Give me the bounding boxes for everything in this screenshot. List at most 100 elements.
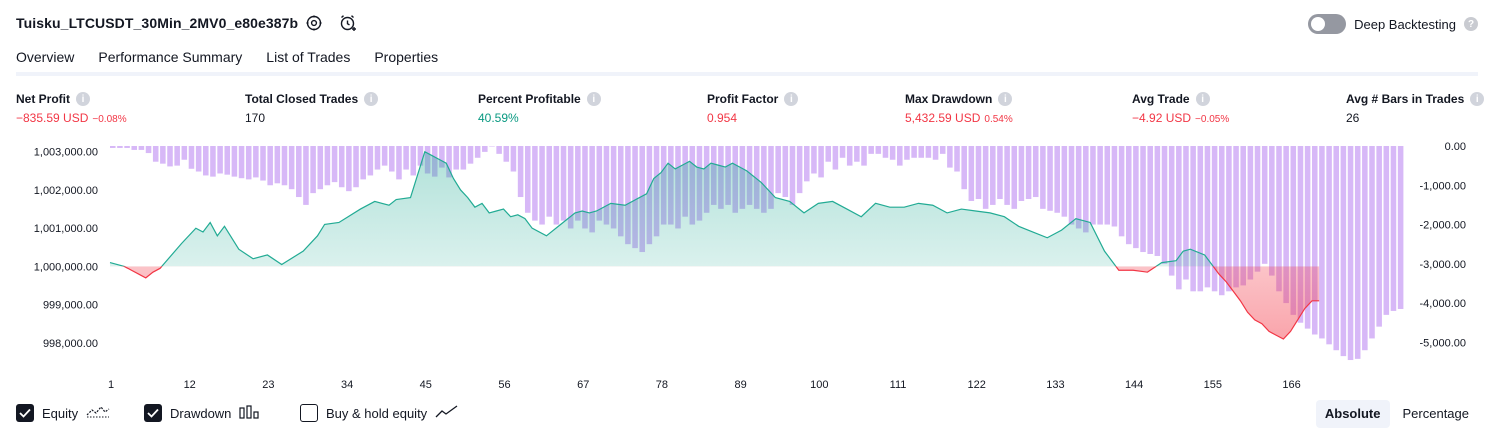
drawdown-bar [846, 146, 853, 166]
drawdown-bar [1054, 146, 1060, 213]
drawdown-bar [839, 146, 846, 158]
drawdown-bar [546, 146, 552, 217]
drawdown-bar [131, 146, 138, 150]
drawdown-bar [1004, 146, 1010, 205]
drawdown-bar [1075, 146, 1082, 229]
legend-buy-hold[interactable]: Buy & hold equity [300, 404, 459, 422]
info-icon[interactable]: i [364, 92, 379, 106]
drawdown-bar [274, 146, 281, 184]
drawdown-bar [939, 146, 946, 154]
drawdown-bar [582, 146, 588, 229]
drawdown-checkbox[interactable] [144, 404, 162, 422]
tab-performance-summary[interactable]: Performance Summary [98, 49, 243, 65]
percentage-button[interactable]: Percentage [1402, 406, 1470, 421]
left-axis-tick-label: 1,003,000.00 [34, 147, 98, 159]
drawdown-bar [1369, 146, 1375, 339]
metric-value: −4.92 USD [1132, 111, 1192, 125]
drawdown-bar [489, 146, 495, 147]
drawdown-bar [1090, 146, 1096, 225]
legend-drawdown[interactable]: Drawdown [144, 404, 261, 422]
drawdown-bar [1397, 146, 1404, 309]
legend-label: Buy & hold equity [326, 405, 428, 421]
drawdown-bar [1311, 146, 1318, 335]
absolute-button[interactable]: Absolute [1315, 400, 1390, 428]
drawdown-bar [110, 146, 116, 148]
drawdown-bar [1226, 146, 1232, 292]
drawdown-bar [210, 146, 216, 177]
drawdown-bar [932, 146, 939, 160]
drawdown-bar [346, 146, 352, 192]
metric-label: Avg Trade [1132, 92, 1190, 106]
left-axis-tick-label: 1,001,000.00 [34, 223, 98, 235]
x-axis-tick-label: 122 [968, 379, 986, 391]
drawdown-bar [567, 146, 574, 229]
drawdown-bar [1240, 146, 1246, 286]
drawdown-bar [1340, 146, 1347, 357]
drawdown-bar [231, 146, 238, 177]
drawdown-bar [1168, 146, 1175, 276]
toggle-knob [1311, 17, 1326, 31]
tab-list-of-trades[interactable]: List of Trades [266, 49, 351, 65]
drawdown-bar [1140, 146, 1146, 253]
drawdown-bar [804, 146, 810, 182]
drawdown-bar [1040, 146, 1046, 209]
drawdown-bar [224, 146, 231, 175]
help-icon[interactable]: ? [1464, 17, 1478, 31]
metric-value: 40.59% [478, 111, 519, 125]
metric-value: 0.954 [707, 111, 738, 125]
x-axis-tick-label: 166 [1282, 379, 1300, 391]
drawdown-bar [310, 146, 316, 194]
info-icon[interactable]: i [586, 92, 601, 106]
deep-backtesting-toggle[interactable] [1308, 14, 1347, 34]
drawdown-bar [575, 146, 581, 221]
drawdown-bar [897, 146, 903, 166]
drawdown-bar [1161, 146, 1168, 264]
equity-checkbox[interactable] [16, 404, 34, 422]
legend-equity[interactable]: Equity [16, 404, 110, 422]
drawdown-bar [1118, 146, 1125, 237]
drawdown-bar [1047, 146, 1053, 211]
info-icon[interactable]: i [1470, 92, 1485, 106]
alert-icon[interactable] [338, 13, 358, 33]
drawdown-bar [925, 146, 932, 158]
metric-avg-trade: Avg Trade i −4.92 USD −0.05% [1132, 92, 1229, 125]
x-axis-tick-label: 67 [577, 379, 589, 391]
x-axis-tick-label: 56 [498, 379, 510, 391]
info-icon[interactable]: i [1195, 92, 1210, 106]
drawdown-bar [381, 146, 388, 166]
drawdown-bar [632, 146, 638, 249]
metrics-row: Net Profit i −835.59 USD −0.08% Total Clos… [0, 92, 1494, 132]
drawdown-bar [1269, 146, 1275, 276]
info-icon[interactable]: i [76, 92, 90, 106]
drawdown-bar [1290, 146, 1297, 315]
drawdown-bars-icon [239, 404, 261, 422]
drawdown-bar [1025, 146, 1032, 200]
drawdown-bar [453, 146, 459, 170]
info-icon[interactable]: i [784, 92, 799, 106]
drawdown-bar [818, 146, 824, 178]
metric-percent: −0.08% [92, 114, 127, 125]
drawdown-bar [517, 146, 524, 198]
drawdown-bar [982, 146, 989, 209]
info-icon[interactable]: i [998, 92, 1013, 106]
buy-hold-checkbox[interactable] [300, 404, 318, 422]
tab-properties[interactable]: Properties [374, 49, 439, 65]
x-axis-tick-label: 133 [1046, 379, 1064, 391]
drawdown-bar [947, 146, 953, 168]
drawdown-bar [1362, 146, 1368, 351]
drawdown-bar [245, 146, 252, 180]
settings-icon[interactable] [304, 13, 324, 33]
drawdown-bar [296, 146, 302, 198]
metric-label: Avg # Bars in Trades [1346, 92, 1465, 106]
x-axis-tick-label: 144 [1125, 379, 1143, 391]
drawdown-bar [861, 146, 867, 166]
equity-drawdown-chart[interactable]: 1,003,000.00 1,002,000.00 1,001,000.00 1,00… [0, 140, 1494, 396]
drawdown-bar [281, 146, 288, 186]
drawdown-bar [1190, 146, 1196, 292]
drawdown-bar [918, 146, 925, 158]
drawdown-bar [1104, 146, 1111, 225]
equity-area-above [110, 151, 1214, 267]
drawdown-bar [768, 146, 774, 209]
drawdown-bar [961, 146, 967, 190]
x-axis-tick-label: 23 [262, 379, 274, 391]
